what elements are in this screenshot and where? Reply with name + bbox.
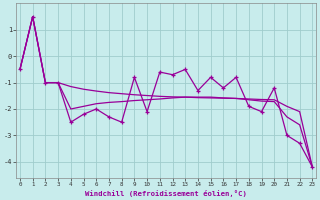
X-axis label: Windchill (Refroidissement éolien,°C): Windchill (Refroidissement éolien,°C) [85, 190, 247, 197]
